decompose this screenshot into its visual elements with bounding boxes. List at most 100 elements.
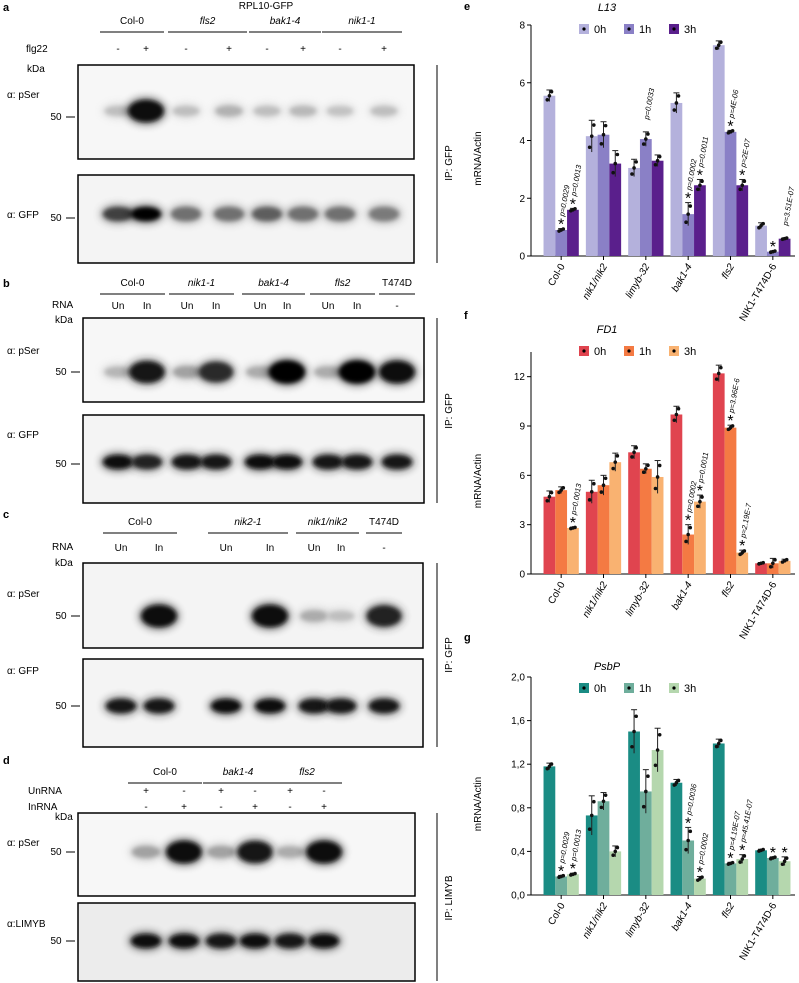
- replicate-dot: [549, 89, 554, 94]
- replicate-dot: [557, 490, 561, 495]
- bar: [670, 414, 683, 574]
- protein-band: [286, 102, 320, 120]
- replicate-dot: [676, 94, 681, 98]
- panel-letter: e: [464, 1, 470, 13]
- kda-label: kDa: [27, 64, 45, 75]
- replicate-dot: [547, 93, 552, 98]
- x-tick-label: Col-0: [546, 901, 568, 928]
- rna-label: RNA: [52, 542, 73, 553]
- inrna-value: -: [219, 802, 222, 813]
- replicate-dot: [630, 172, 634, 176]
- replicate-dot: [634, 714, 638, 719]
- protein-band: [336, 357, 378, 387]
- significance-star: *: [770, 239, 776, 256]
- replicate-dot: [589, 813, 594, 818]
- band-core: [326, 106, 354, 116]
- replicate-dot: [784, 236, 789, 240]
- replicate-dot: [688, 829, 693, 834]
- bar: [543, 496, 556, 574]
- replicate-dot: [700, 875, 704, 879]
- bar: [736, 185, 749, 256]
- protein-band: [379, 452, 415, 472]
- protein-band: [166, 931, 202, 951]
- significance-star: *: [781, 845, 787, 862]
- replicate-dot: [676, 406, 681, 411]
- x-tick-label: Col-0: [546, 262, 568, 289]
- replicate-dot: [615, 152, 620, 157]
- unrna-value: -: [322, 786, 325, 797]
- replicate-dot: [599, 490, 604, 494]
- replicate-dot: [632, 729, 636, 734]
- protein-band: [141, 696, 177, 716]
- replicate-dot: [730, 129, 735, 133]
- x-tick-label: nik1/nik2: [581, 901, 610, 941]
- protein-band: [198, 452, 234, 472]
- legend-dot: [582, 27, 586, 31]
- replicate-dot: [592, 123, 596, 127]
- significance-star: *: [697, 864, 703, 881]
- kda-label: kDa: [55, 315, 73, 326]
- replicate-dot: [653, 486, 658, 491]
- bar: [755, 850, 767, 895]
- legend-label: 3h: [684, 24, 696, 36]
- replicate-dot: [549, 762, 554, 766]
- protein-band: [242, 452, 278, 472]
- replicate-dot: [761, 847, 765, 852]
- legend-label: 1h: [639, 683, 651, 695]
- band-core: [211, 699, 241, 713]
- bar: [755, 563, 767, 574]
- rna-value: Un: [322, 301, 335, 312]
- significance-star: *: [558, 217, 564, 234]
- rna-value: In: [143, 301, 151, 312]
- protein-band: [138, 601, 180, 631]
- kda-label: kDa: [55, 812, 73, 823]
- replicate-dot: [686, 212, 690, 216]
- y-axis-label: mRNA/Actin: [473, 454, 484, 508]
- replicate-dot: [686, 532, 690, 537]
- replicate-dot: [599, 142, 604, 146]
- rna-value: In: [283, 301, 291, 312]
- x-tick-label: bak1-4: [670, 262, 695, 294]
- bar: [609, 851, 622, 895]
- band-core: [366, 605, 402, 627]
- bar: [724, 863, 737, 895]
- legend-dot: [672, 27, 676, 31]
- y-tick-label: 0,4: [511, 847, 525, 858]
- significance-star: *: [739, 538, 745, 555]
- protein-band: [252, 696, 288, 716]
- inrna-value: -: [144, 802, 147, 813]
- bar: [585, 136, 598, 256]
- treatment-value: +: [381, 44, 387, 55]
- protein-band: [323, 103, 357, 119]
- treatment-value: +: [300, 44, 306, 55]
- bar: [597, 485, 610, 574]
- replicate-dot: [611, 170, 615, 175]
- protein-band: [101, 363, 135, 381]
- replicate-dot: [742, 179, 747, 184]
- replicate-dot: [611, 466, 615, 471]
- protein-band: [125, 96, 167, 126]
- significance-star: *: [739, 843, 745, 860]
- replicate-dot: [773, 558, 777, 562]
- unrna-value: -: [182, 786, 185, 797]
- marker-50-top: 50: [50, 847, 62, 858]
- band-core: [129, 361, 165, 383]
- rna-value: In: [353, 301, 361, 312]
- replicate-dot: [589, 489, 594, 494]
- protein-band: [250, 103, 284, 119]
- band-core: [327, 611, 355, 621]
- band-core: [171, 207, 201, 221]
- bar: [651, 160, 664, 256]
- band-core: [169, 934, 199, 948]
- genotype-label: nik2-1: [234, 517, 261, 528]
- rna-value: In: [155, 543, 163, 554]
- band-core: [325, 207, 355, 221]
- replicate-dot: [686, 838, 690, 843]
- band-core: [131, 934, 161, 948]
- replicate-dot: [634, 160, 638, 164]
- legend-dot: [672, 349, 676, 353]
- genotype-label: fls2: [200, 16, 216, 27]
- inrna-value: +: [321, 802, 327, 813]
- legend-dot: [582, 349, 586, 353]
- legend-dot: [627, 349, 631, 353]
